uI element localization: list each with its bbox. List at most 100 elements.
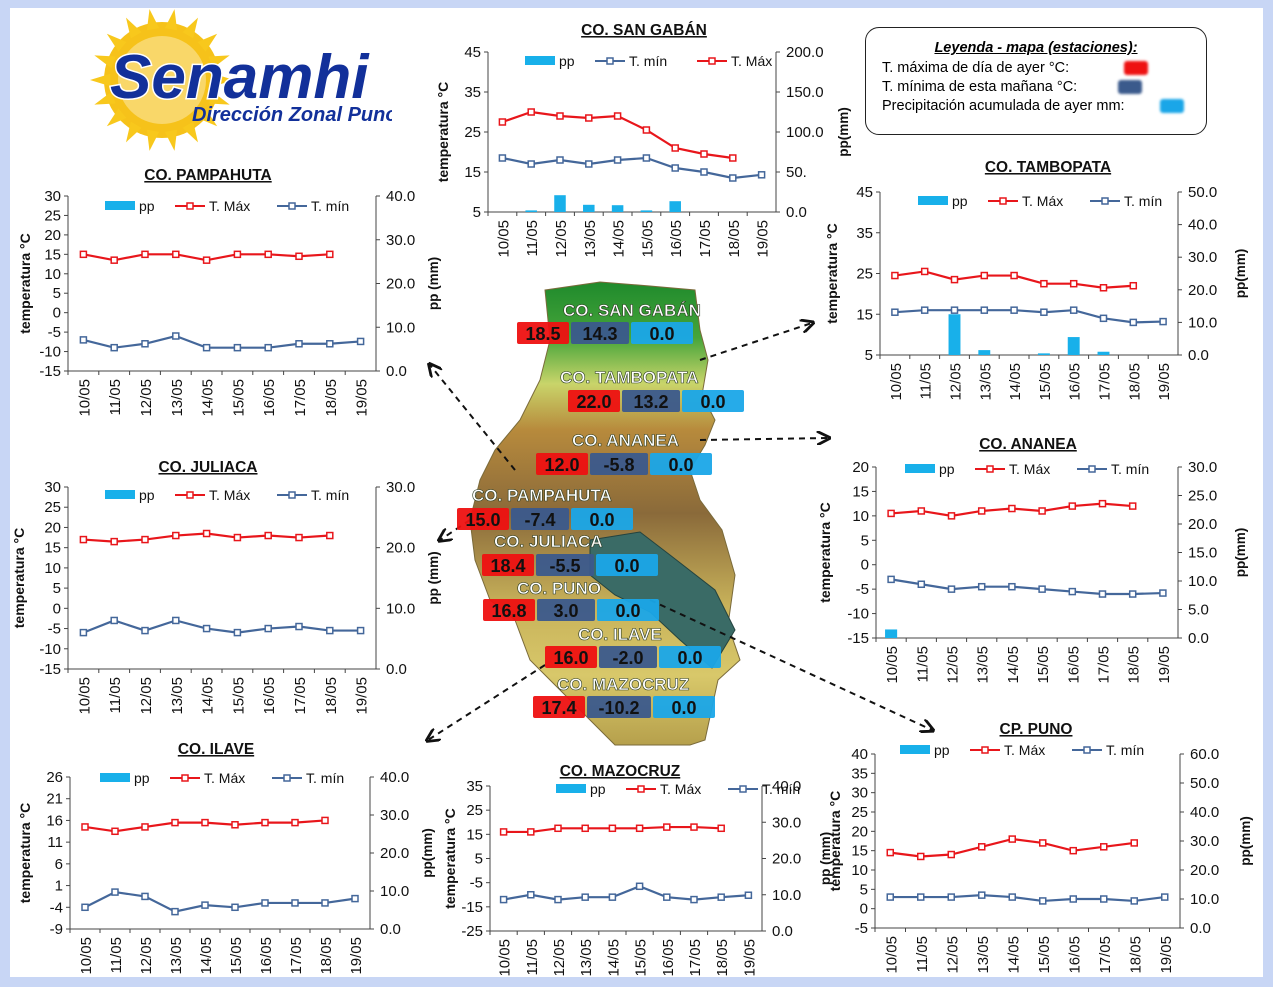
legend-swatch-marker (981, 746, 989, 754)
y2-tick-label: 50.0 (1190, 775, 1219, 792)
x-tick-label: 10/05 (78, 937, 95, 975)
map-station-name: CO. ANANEA (572, 431, 679, 450)
pp-bar (948, 314, 961, 355)
series-point (141, 823, 149, 831)
pp-bar (885, 629, 898, 638)
y-axis-label: temperatura °C (442, 808, 458, 909)
y-tick-label: -5 (856, 581, 869, 598)
legend-label: T. Máx (209, 487, 250, 503)
sun-ray (208, 55, 230, 69)
y-tick-label: 20 (852, 459, 869, 476)
map-station-pp-box (682, 390, 744, 412)
y2-tick-label: 50.0 (1188, 184, 1217, 201)
y-tick-label: 15 (852, 483, 869, 500)
x-tick-label: 16/05 (261, 379, 278, 417)
map-station-tmin: -10.2 (598, 698, 639, 718)
legend-label: pp (952, 193, 968, 209)
x-tick-label: 19/05 (1156, 646, 1173, 684)
x-tick-label: 18/05 (726, 220, 743, 258)
legend-item-tmax: T. máxima de día de ayer °C: (882, 60, 1070, 76)
x-tick-label: 17/05 (288, 937, 305, 975)
sun-ray (94, 91, 116, 105)
arrow-ilave (428, 664, 546, 740)
y-tick-label: 0 (861, 557, 869, 574)
arrow-puno (649, 599, 932, 730)
series-point (499, 895, 508, 904)
y2-tick-label: 40.0 (380, 769, 409, 786)
legend-swatch-pp (100, 773, 130, 782)
x-tick-label: 12/05 (138, 677, 155, 715)
x-tick-label: 19/05 (354, 379, 371, 417)
map-station-name: CO. TAMBOPATA (560, 368, 699, 387)
y-tick-label: -5 (48, 621, 61, 638)
series-point (111, 827, 119, 836)
series-point (1008, 582, 1016, 591)
x-tick-label: 16/05 (1067, 363, 1084, 401)
x-tick-label: 12/05 (138, 379, 155, 417)
series-point (295, 533, 303, 542)
series-point (585, 114, 593, 122)
y2-tick-label: 15.0 (1188, 545, 1217, 562)
x-tick-label: 10/05 (497, 939, 514, 977)
y-tick-label: 10 (852, 508, 869, 525)
y2-axis-label: pp(mm) (420, 828, 435, 878)
sun-ray (106, 108, 127, 127)
y2-tick-label: 30.0 (380, 807, 409, 824)
legend-swatch-pp (525, 56, 555, 65)
y-tick-label: 35 (856, 225, 873, 242)
series-point (608, 893, 617, 901)
map-station-tmin-box (590, 453, 648, 475)
legend-label: T. mín (1106, 742, 1144, 758)
y2-tick-label: 20.0 (1188, 516, 1217, 533)
x-tick-label: 10/05 (495, 220, 512, 258)
series-point (690, 895, 698, 904)
x-tick-label: 14/05 (1005, 646, 1022, 684)
y-tick-label: 1 (55, 878, 63, 895)
x-tick-label: 16/05 (258, 937, 275, 975)
map-station-pp-box (596, 554, 658, 576)
chart-title: CO. SAN GABÁN (581, 22, 707, 39)
series-point (978, 891, 986, 899)
x-tick-label: 15/05 (230, 677, 247, 715)
series-point (1068, 587, 1077, 596)
map-station-name: CO. JULIACA (494, 532, 603, 551)
series-point (1099, 284, 1108, 292)
series-point (729, 154, 737, 162)
series-point (556, 156, 564, 164)
legend-label: pp (934, 742, 950, 758)
series-point (321, 899, 329, 907)
series-line-tmin (894, 309, 1164, 324)
series-point (744, 891, 753, 899)
series-point (585, 160, 593, 168)
x-tick-label: 12/05 (138, 937, 155, 975)
map-station-pp-box (571, 508, 633, 530)
series-point (264, 250, 272, 259)
sun-ray (126, 121, 142, 143)
map-station-pp-box (650, 453, 712, 475)
y-tick-label: -5 (48, 324, 61, 341)
series-point (202, 256, 211, 264)
series-point (1069, 895, 1077, 903)
series-point (920, 267, 929, 276)
chart-title: CO. PAMPAHUTA (144, 167, 271, 184)
y-tick-label: 15 (464, 164, 481, 181)
series-point (1098, 590, 1107, 598)
y-tick-label: -15 (39, 363, 61, 380)
series-point (110, 537, 118, 546)
sun-ray (146, 9, 160, 31)
series-point (1040, 308, 1048, 316)
sun-ray (90, 73, 111, 87)
y-tick-label: 11 (47, 834, 63, 851)
y-axis-label: temperatura °C (824, 223, 840, 324)
series-point (1010, 271, 1018, 280)
map-station: CO. PAMPAHUTA 15.0 -7.4 0.0 (457, 486, 633, 530)
sun-ray (146, 129, 160, 151)
map-station-tmax: 22.0 (576, 392, 611, 412)
y-tick-label: -10 (39, 641, 61, 658)
series-point (891, 308, 899, 316)
x-tick-label: 12/05 (945, 646, 962, 684)
map-station-tmin: 14.3 (582, 324, 617, 344)
arrow-pampahuta (430, 365, 516, 471)
series-point (172, 616, 180, 625)
y-tick-label: 20 (851, 823, 868, 840)
